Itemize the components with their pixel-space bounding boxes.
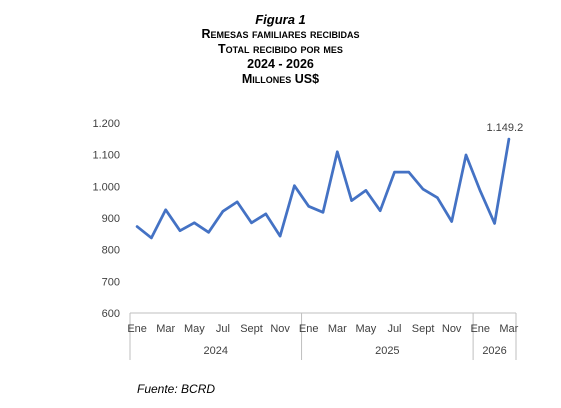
data-point [507, 137, 511, 141]
x-tick-label: Mar [328, 323, 347, 335]
x-tick-label: Nov [270, 323, 290, 335]
chart-title: Remesas familiares recibidas [201, 27, 360, 41]
year-label: 2026 [482, 345, 506, 357]
x-tick-label: Jul [387, 323, 401, 335]
x-tick-label: May [355, 323, 376, 335]
data-point [178, 229, 182, 232]
data-point [493, 222, 496, 225]
chart-period: 2024 - 2026 [247, 57, 314, 71]
y-tick-label: 1.100 [92, 150, 120, 162]
chart-units: Millones US$ [241, 72, 320, 86]
source-note: Fuente: BCRD [137, 382, 216, 396]
data-point [421, 187, 425, 191]
y-tick-label: 700 [102, 276, 120, 288]
x-tick-label: Mar [499, 323, 518, 335]
data-point [221, 210, 225, 213]
data-point [307, 205, 310, 208]
data-point [464, 153, 468, 157]
data-point [250, 221, 253, 224]
x-tick-label: Mar [156, 323, 175, 335]
x-tick-label: May [184, 323, 205, 335]
series-line [135, 137, 511, 240]
data-point [350, 199, 353, 202]
data-point [336, 150, 339, 154]
y-tick-label: 1.000 [92, 181, 120, 193]
data-label: 1.149.2 [487, 122, 524, 134]
y-tick-label: 900 [102, 213, 120, 225]
data-point [293, 184, 296, 187]
x-tick-label: Ene [127, 323, 147, 335]
y-tick-label: 1.200 [92, 118, 120, 130]
data-point [193, 221, 196, 224]
y-tick-label: 800 [102, 245, 120, 257]
chart-titles: Figura 1 Remesas familiares recibidas To… [0, 12, 561, 87]
x-tick-label: Ene [470, 323, 490, 335]
figure-number: Figura 1 [255, 12, 306, 27]
x-tick-label: Jul [216, 323, 230, 335]
data-point [479, 189, 482, 193]
x-tick-label: Sept [412, 323, 435, 335]
chart-subtitle: Total recibido por mes [218, 42, 343, 56]
data-point [378, 209, 382, 212]
data-point [450, 220, 453, 223]
year-label: 2024 [204, 345, 228, 357]
data-point [321, 211, 325, 214]
data-point [364, 189, 368, 192]
year-label: 2025 [375, 345, 399, 357]
data-point [264, 212, 268, 216]
data-point [164, 208, 167, 211]
data-point [150, 236, 153, 240]
x-tick-label: Sept [240, 323, 263, 335]
data-point [278, 234, 282, 238]
data-point [393, 170, 396, 174]
data-point [407, 170, 410, 174]
data-point [135, 225, 139, 228]
x-tick-label: Ene [299, 323, 319, 335]
data-point [207, 231, 210, 234]
x-tick-label: Nov [442, 323, 462, 335]
data-point [236, 200, 239, 204]
data-point [436, 196, 439, 199]
y-tick-label: 600 [102, 308, 120, 320]
